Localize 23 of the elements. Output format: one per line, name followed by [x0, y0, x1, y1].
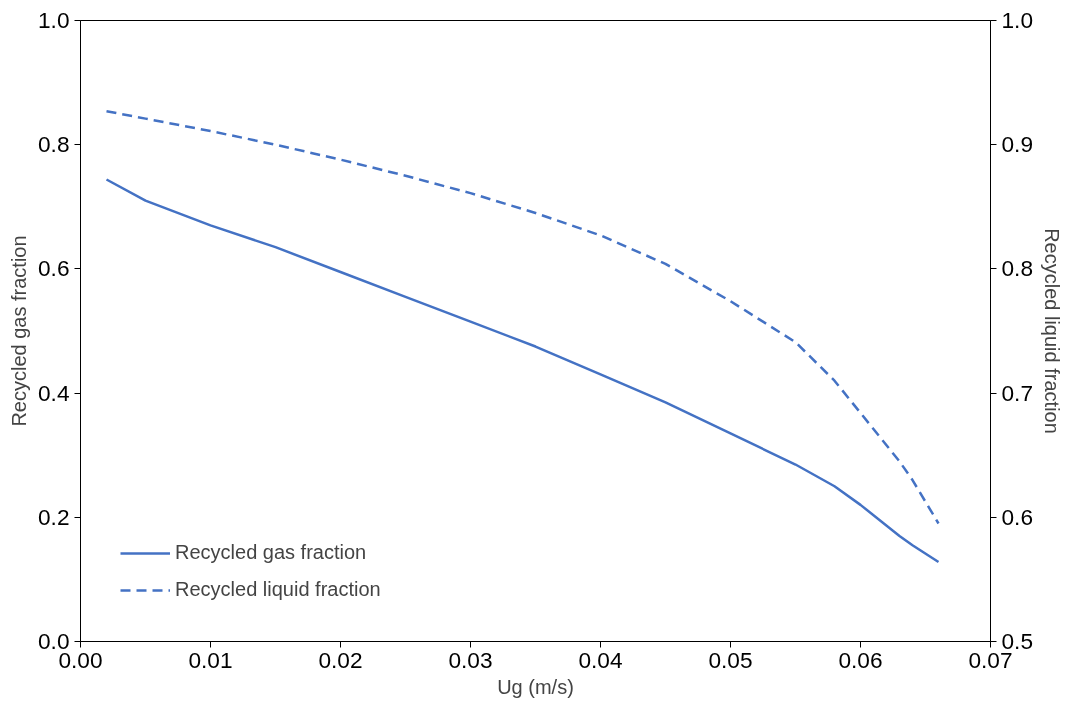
- x-tick-label: 0.02: [318, 646, 363, 673]
- x-axis-title: Ug (m/s): [497, 675, 574, 698]
- x-tick-label: 0.04: [578, 646, 623, 673]
- y-tick-label: 1.0: [38, 7, 70, 33]
- y-axis-title: Recycled gas fraction: [8, 235, 30, 427]
- y2-tick-label: 0.7: [1001, 379, 1033, 406]
- y-tick-label: 0.2: [38, 503, 70, 530]
- x-tick-label: 0.01: [188, 646, 233, 673]
- x-tick-label: 0.03: [448, 646, 493, 673]
- line-series: [105, 109, 940, 525]
- y2-axis-title: Recycled liquid fraction: [1041, 228, 1063, 434]
- legend-label: Recycled liquid fraction: [175, 578, 381, 601]
- y2-tick-label: 1.0: [1001, 7, 1033, 33]
- line-series: [105, 178, 940, 564]
- x-tick-label: 0.06: [838, 646, 883, 673]
- y-tick-label: 0.6: [38, 255, 70, 282]
- y2-tick-label: 0.8: [1001, 255, 1033, 282]
- y-tick-label: 0.4: [38, 379, 70, 406]
- y2-tick-label: 0.6: [1001, 503, 1033, 530]
- x-tick-label: 0.05: [708, 646, 753, 673]
- legend-label: Recycled gas fraction: [175, 541, 367, 564]
- y-tick-label: 0.8: [38, 131, 70, 158]
- y2-tick-label: 0.9: [1001, 131, 1033, 158]
